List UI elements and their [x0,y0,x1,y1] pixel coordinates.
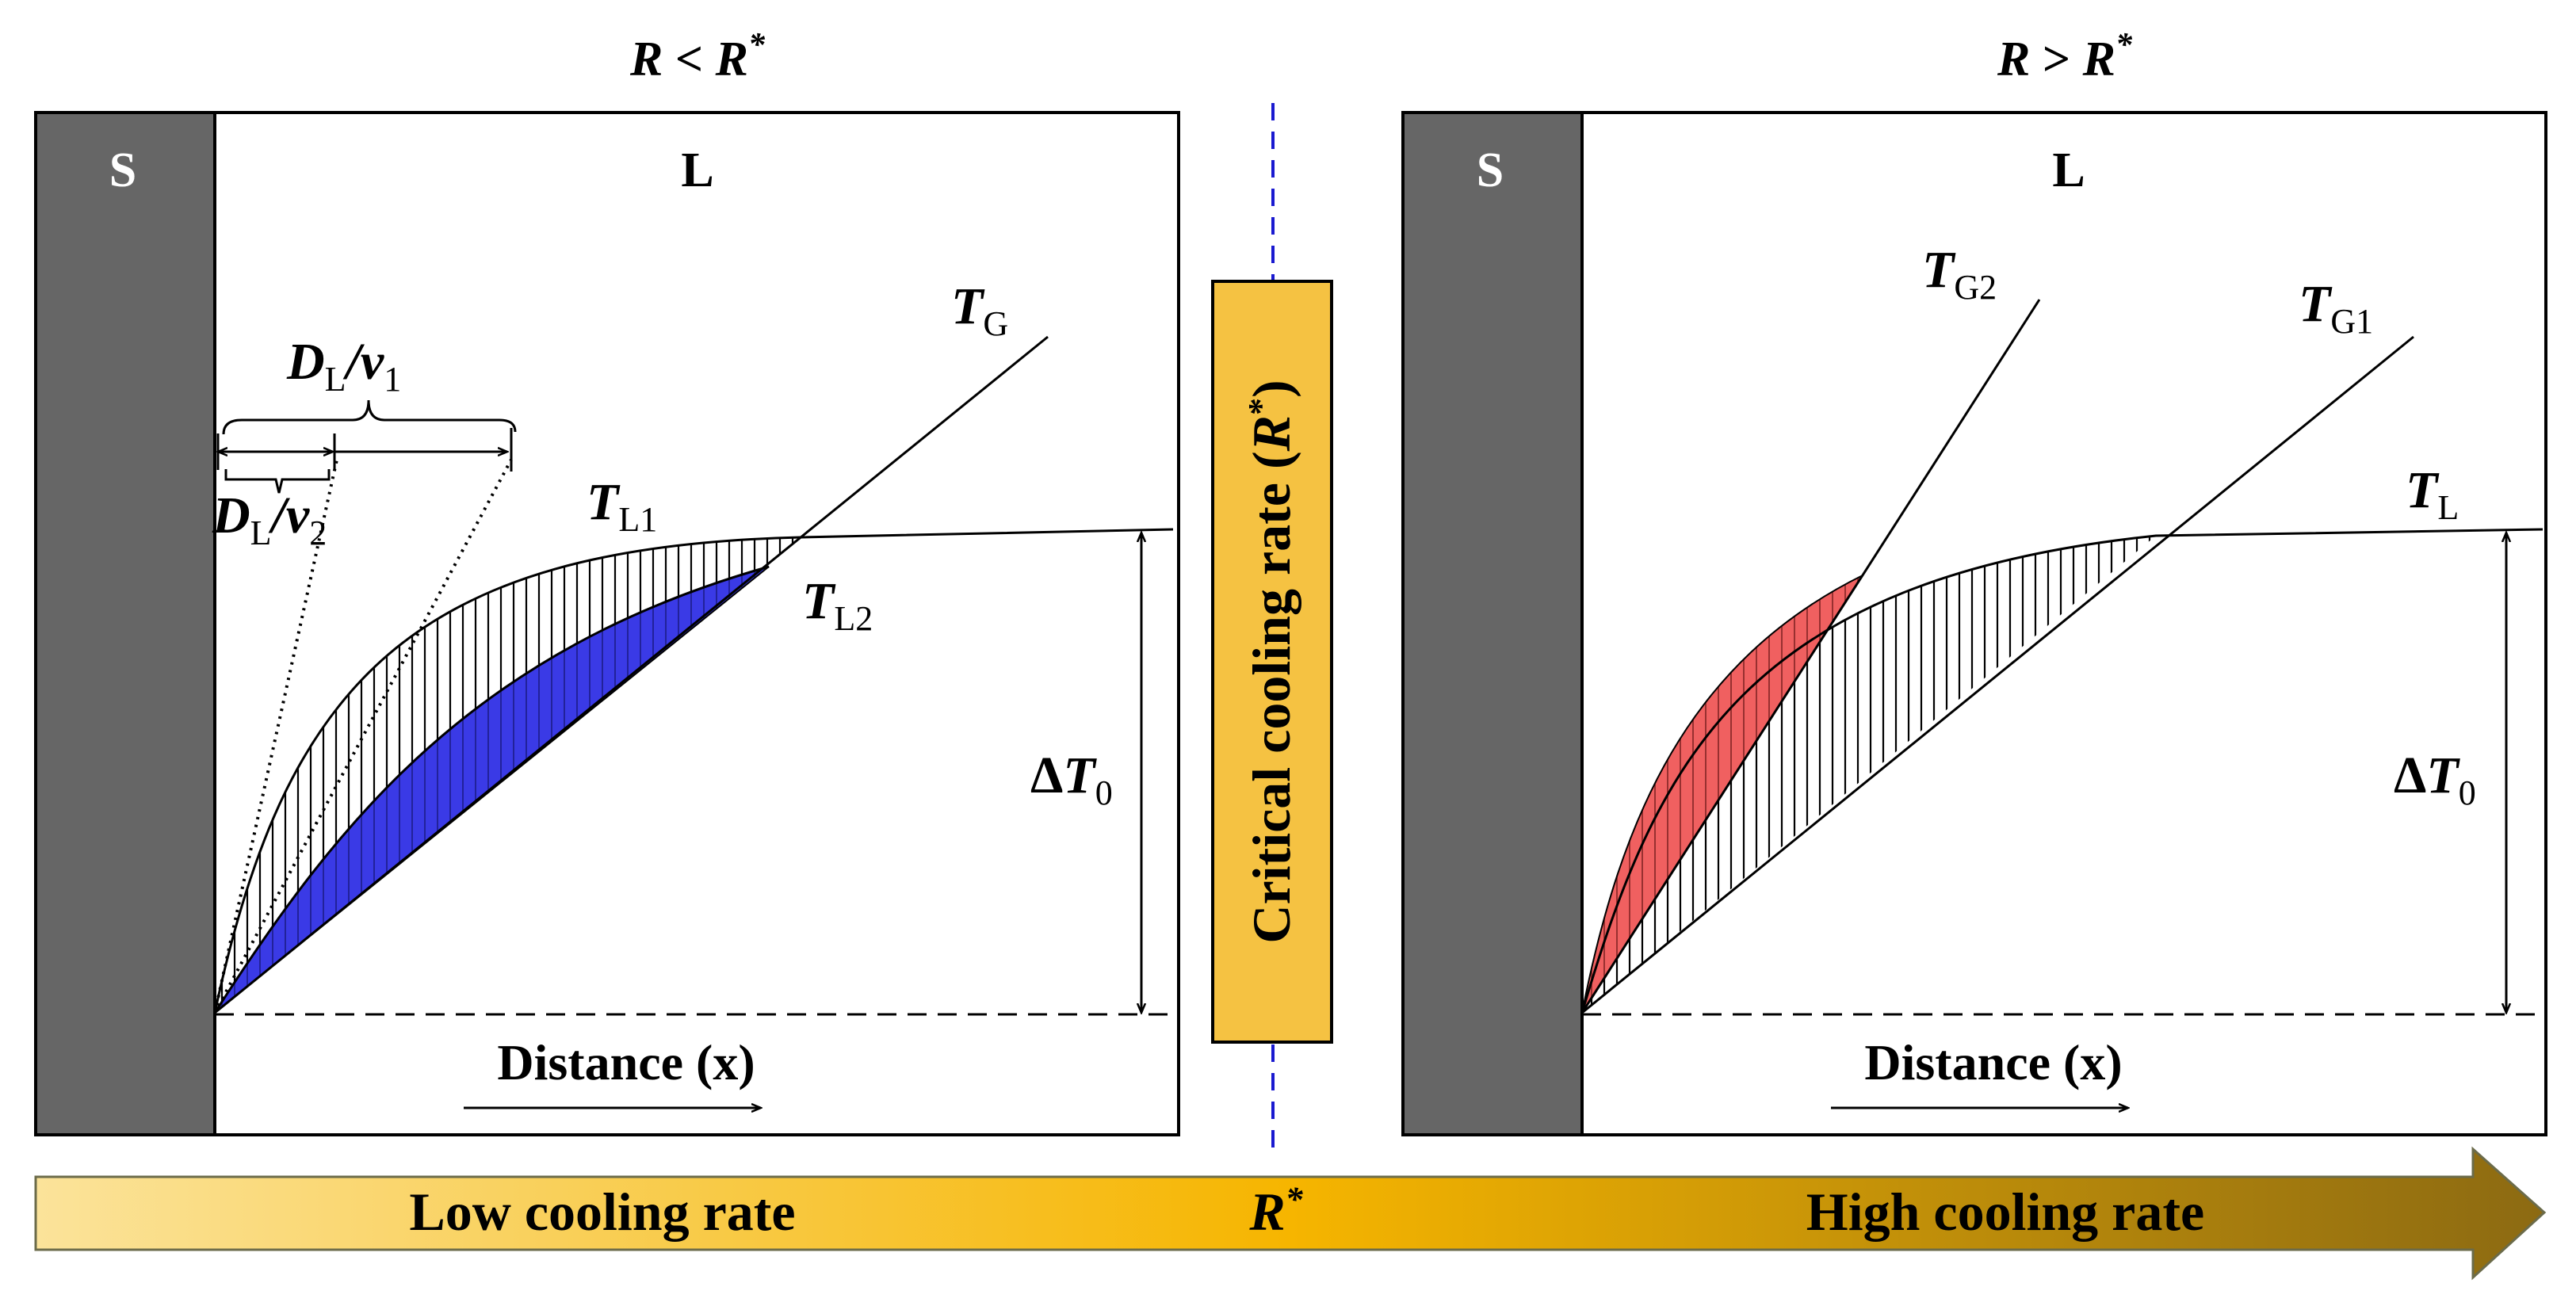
right-TL-label: TL [2406,461,2459,527]
low-cooling-rate-label: Low cooling rate [409,1182,795,1242]
right-solid-label: S [1477,143,1504,197]
right-TG2-label: TG2 [1922,241,1997,307]
critical-rate-box [1211,280,1333,1044]
left-liquidus-TL2-curve [213,565,770,1014]
left-solid-region [34,111,216,1136]
left-panel: R < R* S L DL/v1 DL/v2 TG TL1 T [34,27,1180,1136]
left-brace-DL-v1 [222,399,517,435]
right-solid-region [1401,111,1584,1136]
right-hatched-undercooling-region [1582,536,2156,1013]
left-TG-label: TG [951,277,1008,343]
left-undercooling-label: ΔT0 [1030,747,1113,812]
center-divider: Critical cooling rate (R*) [1211,103,1333,1153]
left-DL-v2-label: DL/v2 [212,487,327,552]
left-distance-label: Distance (x) [497,1034,755,1090]
right-panel: R > R* S L TG2 TG1 TL ΔT0 Distance (x) [1401,27,2547,1136]
right-gradient-TG1-line [1581,335,2414,1014]
critical-rate-label: Critical cooling rate (R*) [1241,380,1301,943]
left-liquid-label: L [681,143,713,197]
right-gradient-TG2-line [1580,299,2041,1014]
right-distance-label: Distance (x) [1864,1034,2122,1090]
critical-rate-marker: R* [1248,1180,1303,1242]
left-condition-title: R < R* [629,27,766,86]
high-cooling-rate-label: High cooling rate [1806,1182,2204,1242]
left-tangent-dotted-line-2 [213,459,513,1014]
right-undercooling-label: ΔT0 [2394,747,2476,812]
right-TG1-label: TG1 [2299,275,2373,341]
left-TL2-label: TL2 [802,572,873,638]
cooling-rate-arrow-bar: Low cooling rate R* High cooling rate [34,1146,2547,1281]
left-DL-v1-label: DL/v1 [286,333,401,399]
left-TL1-label: TL1 [587,473,657,539]
left-gradient-TG-line [214,335,1049,1014]
left-brace-DL-v2 [224,469,331,494]
right-liquidus-TL-curve [1580,528,2544,1014]
right-condition-title: R > R* [1997,27,2133,86]
left-liquidus-TL1-curve [213,528,1174,1014]
right-liquid-label: L [2052,143,2085,197]
cooling-rate-arrow [34,1146,2547,1281]
left-solid-label: S [109,143,136,197]
